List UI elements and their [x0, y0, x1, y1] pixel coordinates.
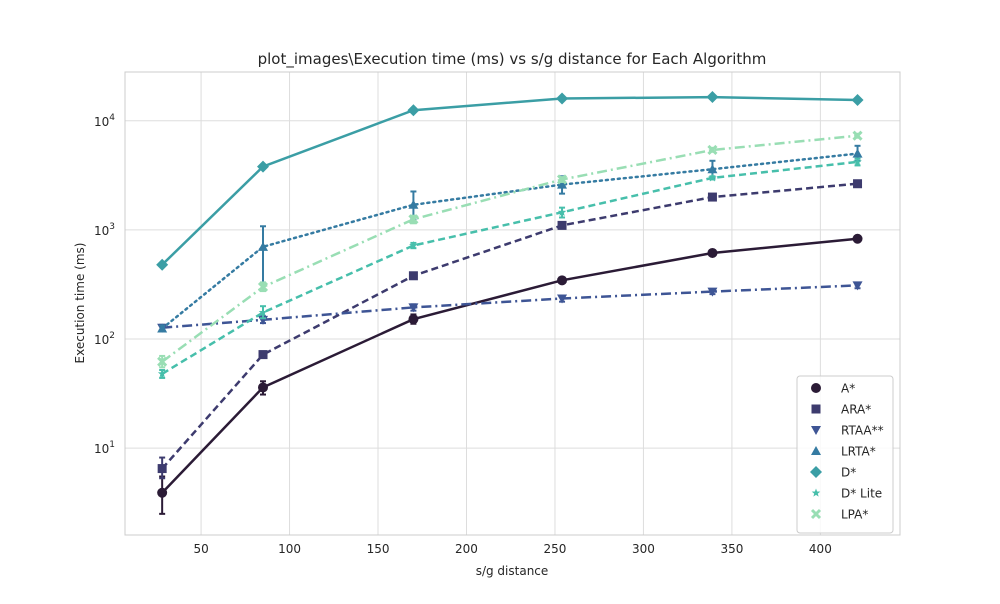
data-point — [852, 148, 863, 158]
y-tick-label: 101 — [94, 440, 115, 456]
series-line — [161, 237, 858, 494]
y-tick-labels: 101 102 103 104 — [94, 113, 115, 456]
data-point — [157, 323, 168, 333]
data-point — [707, 164, 718, 174]
data-point — [557, 207, 567, 216]
data-point — [156, 258, 169, 271]
data-point — [408, 314, 419, 325]
plot-frame — [124, 71, 901, 536]
x-tick-label: 150 — [367, 542, 390, 556]
data-point — [257, 281, 269, 293]
data-point — [557, 294, 568, 304]
data-point — [408, 303, 419, 313]
legend-marker — [810, 508, 822, 520]
series-line — [161, 160, 858, 375]
chart-title: plot_images\Execution time (ms) vs s/g d… — [258, 50, 767, 69]
data-point — [852, 281, 863, 291]
data-point — [407, 104, 420, 117]
x-tick-label: 100 — [278, 542, 301, 556]
y-tick-label: 103 — [94, 222, 115, 238]
data-point — [853, 157, 862, 166]
legend-marker — [811, 383, 821, 393]
data-point — [706, 91, 719, 104]
series-a — [157, 233, 863, 515]
data-point — [851, 94, 864, 107]
data-point — [707, 144, 718, 156]
data-point — [257, 160, 270, 173]
legend-item: LPA* — [810, 508, 868, 522]
legend-label: D* Lite — [841, 487, 882, 501]
plot-background — [125, 72, 900, 535]
data-point — [408, 214, 419, 225]
y-tick-label: 104 — [94, 113, 115, 129]
series-line — [161, 134, 858, 363]
data-point — [157, 356, 168, 367]
legend-label: D* — [841, 466, 856, 480]
legend-item: A* — [811, 382, 855, 396]
data-point — [258, 241, 269, 251]
data-point — [157, 369, 167, 378]
legend-marker — [811, 426, 821, 435]
legend-marker — [811, 488, 821, 497]
legend-label: ARA* — [841, 403, 871, 417]
x-tick-label: 300 — [632, 542, 655, 556]
legend-marker — [811, 446, 821, 455]
legend-marker — [810, 466, 822, 478]
legend-label: LPA* — [841, 508, 868, 522]
legend-item: D* Lite — [811, 487, 882, 501]
series-lpa — [157, 130, 863, 369]
x-tick-label: 400 — [809, 542, 832, 556]
legend-label: A* — [841, 382, 855, 396]
series-line — [160, 152, 859, 330]
series-ara — [157, 179, 863, 480]
legend-item: D* — [810, 466, 856, 480]
grid — [125, 72, 900, 535]
data-point — [557, 179, 568, 189]
data-point — [258, 350, 268, 360]
series-d-lite — [157, 157, 862, 379]
series-line — [161, 95, 858, 266]
legend: A* ARA* RTAA** LRTA* D* D* Lite LPA* — [796, 375, 894, 534]
x-tick-label: 50 — [193, 542, 208, 556]
legend-marker — [811, 404, 821, 414]
series-layer — [156, 91, 864, 515]
data-point — [707, 192, 717, 202]
legend-box — [796, 375, 894, 534]
series-d — [156, 91, 864, 271]
x-tick-label: 200 — [455, 542, 478, 556]
series-line — [161, 182, 858, 470]
data-point — [707, 247, 718, 258]
legend-item: LRTA* — [811, 445, 876, 459]
data-point — [556, 174, 568, 185]
data-point — [157, 464, 167, 474]
x-axis-label: s/g distance — [476, 564, 549, 578]
data-point — [852, 130, 863, 141]
data-point — [557, 275, 568, 286]
y-axis-label: Execution time (ms) — [73, 243, 87, 364]
data-point — [557, 220, 567, 230]
legend-label: LRTA* — [841, 445, 876, 459]
series-rtaa — [157, 281, 863, 333]
data-point — [258, 382, 269, 393]
data-point — [707, 287, 718, 297]
x-tick-label: 250 — [544, 542, 567, 556]
legend-item: ARA* — [811, 403, 871, 417]
data-point — [409, 240, 418, 250]
legend-item: RTAA** — [811, 424, 884, 438]
data-point — [408, 199, 419, 209]
x-tick-label: 350 — [720, 542, 743, 556]
legend-label: RTAA** — [841, 424, 884, 438]
data-point — [708, 173, 717, 182]
data-point — [157, 487, 168, 498]
data-point — [853, 179, 863, 189]
x-tick-labels: 50 100 150 200 250 300 350 400 — [193, 542, 831, 556]
series-line — [162, 284, 858, 329]
y-tick-label: 102 — [94, 331, 115, 347]
data-point — [556, 92, 569, 105]
data-point — [852, 233, 863, 244]
data-point — [408, 271, 418, 281]
data-point — [258, 308, 268, 317]
